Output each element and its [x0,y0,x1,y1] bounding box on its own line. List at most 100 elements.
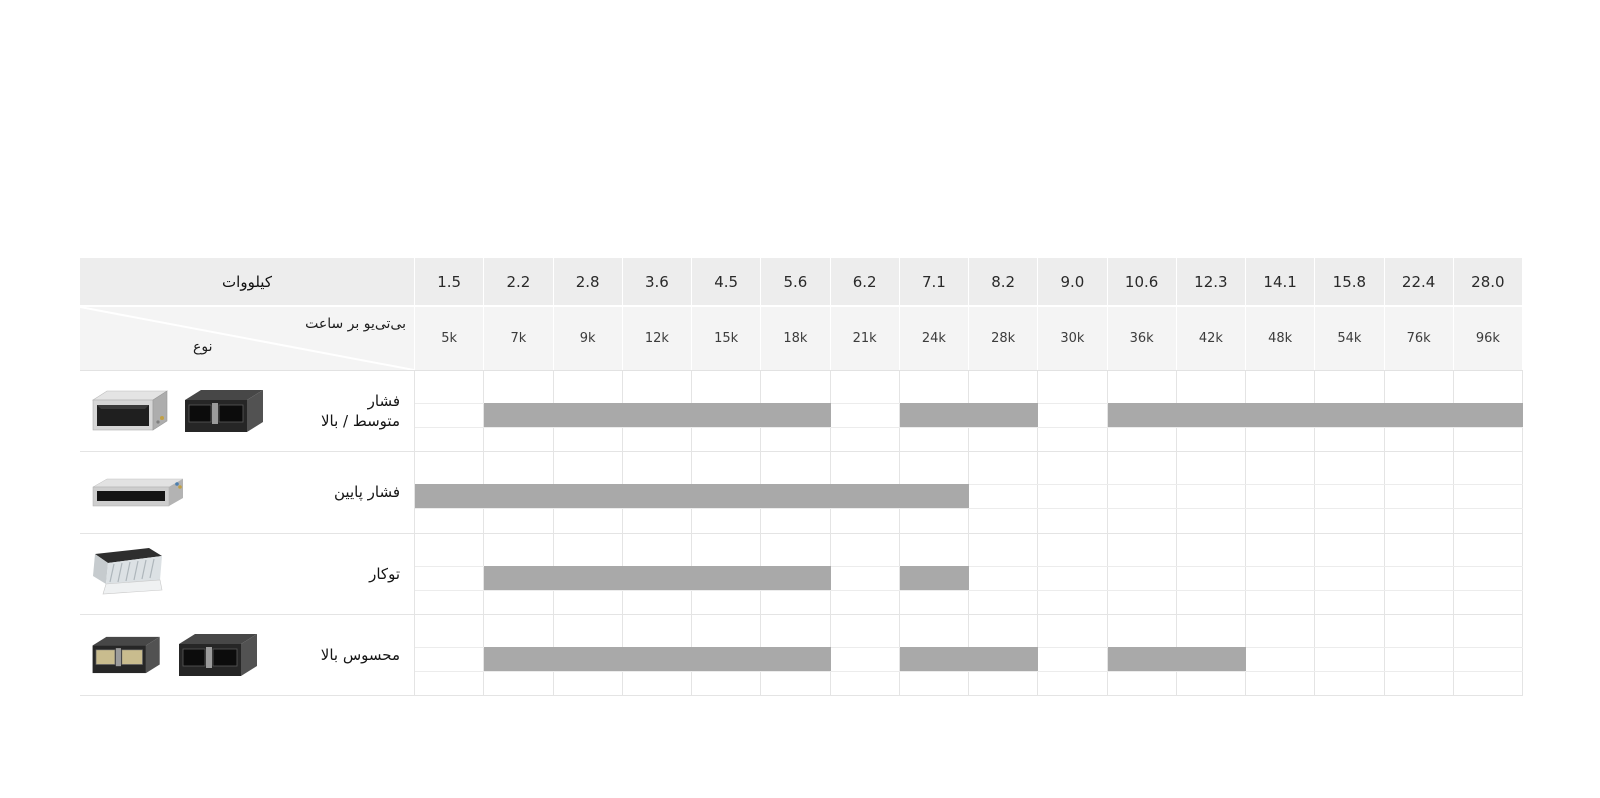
btu-value-cell: 96k [1453,307,1523,370]
capacity-range-bar [484,403,831,427]
btu-value-cell: 30k [1038,307,1108,370]
grid-cell [1454,533,1523,614]
sub-grid-line [415,484,1523,486]
row-label: فشار پایین [334,483,400,502]
capacity-range-bar [899,646,1039,671]
grid-cell [1315,533,1385,614]
row-plot-area [415,371,1523,452]
kw-value-cell: 7.1 [899,258,969,305]
kw-value-cell: 14.1 [1246,258,1316,305]
btu-value-cell: 12k [622,307,692,370]
btu-type-header-cell: بی‌تی‌یو بر ساعت نوع [80,307,415,370]
grid-cell [1038,452,1108,533]
kilowatt-label: کیلووات [222,272,272,291]
btu-value-cell: 76k [1384,307,1454,370]
grid-cell [1454,614,1523,695]
kw-value-cell: 2.2 [484,258,554,305]
grid-cell [1038,614,1108,695]
grid-cell [1177,533,1246,614]
table-body: فشار متوسط / بالا فشار پایین توکار محسوس با… [80,371,1523,696]
capacity-range-bar [1107,646,1246,671]
btu-value-cell: 18k [761,307,831,370]
product-images [90,544,168,604]
row-label-cell: فشار متوسط / بالا [80,371,415,452]
grid-cell [831,533,900,614]
header-row-btu: بی‌تی‌یو بر ساعت نوع 5k 7k 9k 12k 15k 18k 21k 2… [80,307,1523,371]
row-label-cell: محسوس بالا [80,614,415,695]
grid-cell [1385,614,1454,695]
capacity-lineup-table: کیلووات 1.5 2.2 2.8 3.6 4.5 5.6 6.2 7.1 8.2 9.0 10… [80,258,1523,696]
type-label: نوع [193,339,213,355]
grid-cell [1038,371,1108,452]
btu-value-cell: 42k [1176,307,1246,370]
kw-value-cell: 6.2 [830,258,900,305]
sub-grid-line [415,565,1523,567]
grid-cell [1038,533,1108,614]
row-label: فشار متوسط / بالا [320,392,400,431]
kw-value-cell: 5.6 [761,258,831,305]
kw-value-cell: 10.6 [1107,258,1177,305]
capacity-range-bar [484,646,831,671]
grid-cell [1385,452,1454,533]
grid-cell [1246,614,1316,695]
grid-cell [1315,452,1385,533]
grid-cell [831,371,900,452]
table-row: محسوس بالا [80,614,1523,696]
grid-cell [969,533,1039,614]
row-label: محسوس بالا [320,645,400,664]
grid-cell [415,533,485,614]
grid-cell [1454,452,1523,533]
product-image-ducted-unit-dark-small [90,633,164,677]
btu-value-cell: 15k [692,307,762,370]
kw-value-cell: 8.2 [969,258,1039,305]
table-row: فشار متوسط / بالا [80,371,1523,453]
product-image-concealed-unit-angled [90,544,168,604]
row-label-cell: توکار [80,533,415,614]
kw-value-cell: 3.6 [622,258,692,305]
grid-cell [969,452,1039,533]
row-plot-area [415,452,1523,533]
btu-value-cell: 54k [1315,307,1385,370]
product-images [90,386,268,436]
btu-value-cell: 21k [830,307,900,370]
grid-cell [1108,533,1177,614]
btu-value-cell: 24k [899,307,969,370]
row-plot-area [415,533,1523,614]
capacity-range-bar [484,565,831,590]
kw-value-cell: 22.4 [1384,258,1454,305]
product-image-ducted-unit-silver [90,388,170,434]
grid-cell [1385,533,1454,614]
grid-cell [1108,452,1177,533]
kw-values-row: 1.5 2.2 2.8 3.6 4.5 5.6 6.2 7.1 8.2 9.0 10.6 12.3 14… [415,258,1523,305]
capacity-range-bar [899,565,969,590]
product-image-ducted-unit-slim-silver [90,474,186,510]
row-label-cell: فشار پایین [80,452,415,533]
product-image-ducted-unit-dark [176,630,262,680]
capacity-range-bar [899,403,1039,427]
sub-grid-line [415,589,1523,591]
product-image-ducted-unit-dark [182,386,268,436]
grid-cell [415,614,485,695]
grid-cell [1315,614,1385,695]
btu-value-cell: 9k [553,307,623,370]
btu-value-cell: 48k [1246,307,1316,370]
kw-value-cell: 9.0 [1038,258,1108,305]
header-row-kilowatt: کیلووات 1.5 2.2 2.8 3.6 4.5 5.6 6.2 7.1 8.2 9.0 10… [80,258,1523,307]
btu-values-row: 5k 7k 9k 12k 15k 18k 21k 24k 28k 30k 36k 42k 48k 54k 7… [415,307,1523,370]
kw-value-cell: 1.5 [415,258,485,305]
diagonal-divider-line [80,307,414,370]
grid-cell [1246,533,1316,614]
btu-per-hour-label: بی‌تی‌یو بر ساعت [305,316,406,332]
grid-cell [831,614,900,695]
kw-value-cell: 12.3 [1176,258,1246,305]
btu-value-cell: 7k [484,307,554,370]
table-row: توکار [80,533,1523,615]
table-row: فشار پایین [80,452,1523,534]
sub-grid-line [415,670,1523,672]
btu-value-cell: 5k [415,307,485,370]
sub-grid-line [415,427,1523,428]
row-label: توکار [369,564,400,583]
kw-value-cell: 4.5 [692,258,762,305]
grid-cell [1177,452,1246,533]
